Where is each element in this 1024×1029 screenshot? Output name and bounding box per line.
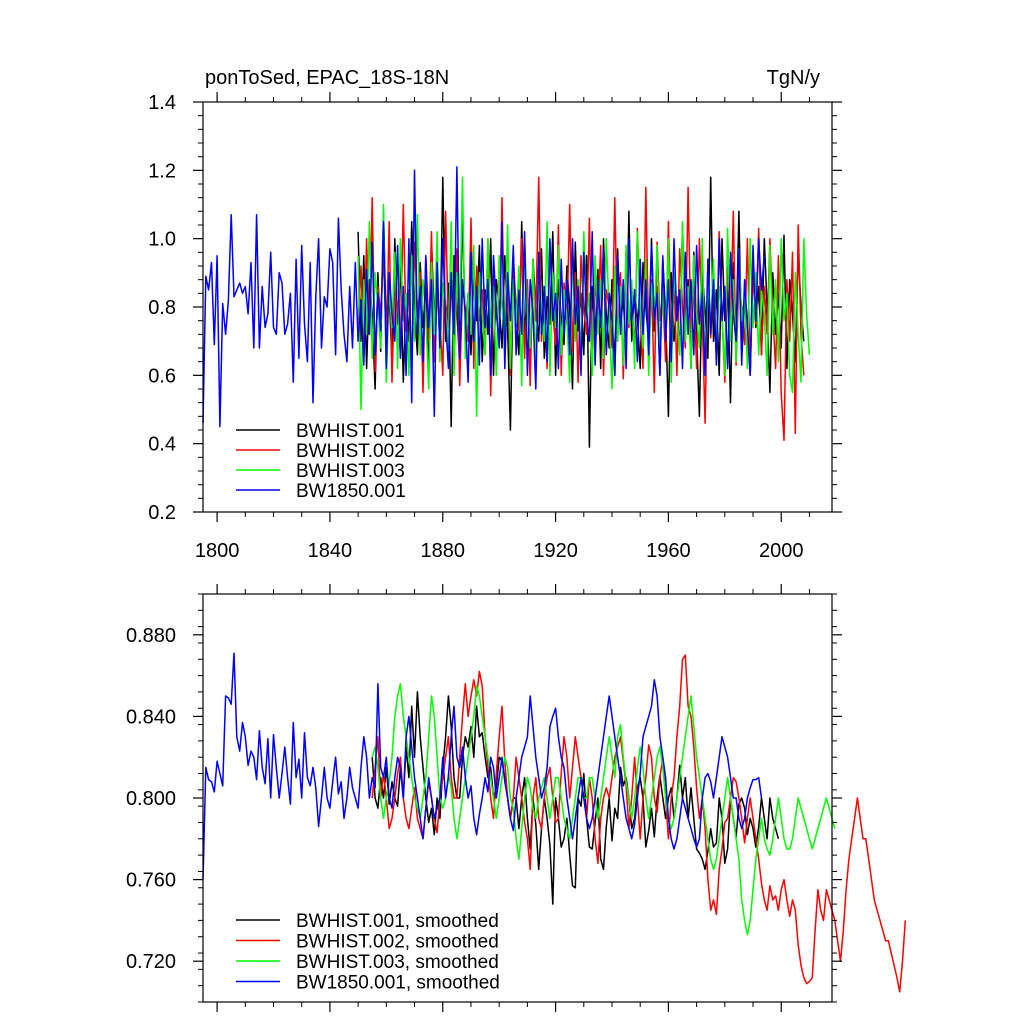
top-y-tick-label: 0.2 bbox=[148, 502, 176, 524]
top-y-tick-label: 1.0 bbox=[148, 229, 176, 251]
bottom-y-tick-label: 0.720 bbox=[126, 951, 176, 973]
top-x-tick-label: 1920 bbox=[533, 540, 578, 562]
top-legend-label-1: BWHIST.001 bbox=[296, 421, 405, 442]
top-series-lines bbox=[202, 166, 811, 448]
bottom-series-line-2 bbox=[371, 654, 907, 993]
bottom-y-tick-label: 0.840 bbox=[126, 706, 176, 728]
top-axes: 1800 1840 1880 1920 1960 2000 0.2 0.4 0.6 0.8 1.0 1… bbox=[148, 92, 842, 562]
bottom-series-line-3 bbox=[371, 683, 836, 936]
top-legend-label-4: BW1850.001 bbox=[296, 481, 406, 502]
bottom-series-line-1 bbox=[371, 691, 780, 905]
top-x-tick-label: 1880 bbox=[421, 540, 466, 562]
top-legend-label-3: BWHIST.003 bbox=[296, 461, 405, 482]
top-y-tick-label: 0.6 bbox=[148, 365, 176, 387]
top-title-right: TgN/y bbox=[767, 67, 820, 89]
bottom-series-line-4 bbox=[202, 652, 763, 880]
bottom-y-tick-label: 0.880 bbox=[126, 625, 176, 647]
top-y-tick-label: 0.4 bbox=[148, 434, 176, 456]
top-x-tick-label: 1800 bbox=[195, 540, 240, 562]
top-x-tick-label: 2000 bbox=[759, 540, 804, 562]
bottom-y-tick-label: 0.760 bbox=[126, 870, 176, 892]
top-x-tick-label: 1960 bbox=[646, 540, 691, 562]
top-legend-label-2: BWHIST.002 bbox=[296, 441, 405, 462]
top-y-tick-label: 1.2 bbox=[148, 160, 176, 182]
bottom-axes: 0.720 0.760 0.800 0.840 0.880 bbox=[126, 584, 842, 1012]
bottom-legend-label-1: BWHIST.001, smoothed bbox=[296, 911, 499, 932]
bottom-legend-label-2: BWHIST.002, smoothed bbox=[296, 932, 499, 953]
top-series-line-4 bbox=[202, 166, 766, 428]
bottom-legend-label-4: BW1850.001, smoothed bbox=[296, 973, 500, 994]
bottom-y-tick-label: 0.800 bbox=[126, 788, 176, 810]
bottom-legend-label-3: BWHIST.003, smoothed bbox=[296, 952, 499, 973]
top-title-left: ponToSed, EPAC_18S-18N bbox=[205, 67, 449, 89]
bottom-panel: 0.720 0.760 0.800 0.840 0.880 BWHIST.001, sm… bbox=[126, 584, 907, 1012]
top-y-tick-label: 1.4 bbox=[148, 92, 176, 114]
bottom-series-lines bbox=[202, 652, 907, 993]
top-series-line-3 bbox=[357, 176, 811, 418]
top-panel: ponToSed, EPAC_18S-18N TgN/y 1800 1840 188… bbox=[148, 67, 842, 562]
top-y-tick-label: 0.8 bbox=[148, 297, 176, 319]
top-x-tick-label: 1840 bbox=[308, 540, 353, 562]
